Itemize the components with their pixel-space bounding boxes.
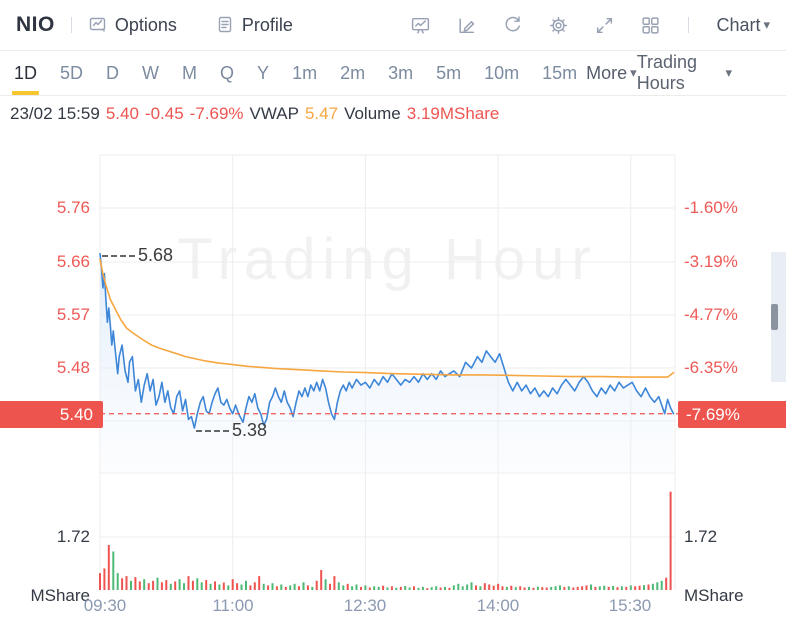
chart-monitor-icon[interactable] — [410, 15, 431, 36]
tab-15m[interactable]: 15m — [542, 62, 578, 83]
pct-tick: -1.60% — [684, 198, 738, 217]
volume-label: Volume — [344, 104, 401, 123]
annotation-dash — [102, 254, 135, 257]
price-tick: 5.76 — [56, 198, 90, 217]
tab-5d[interactable]: 5D — [60, 62, 84, 83]
pct-tick: -4.77% — [684, 305, 738, 324]
tab-y[interactable]: Y — [257, 62, 270, 83]
price-tick: 5.48 — [56, 358, 90, 377]
trading-hours-label: Trading Hours — [636, 52, 698, 93]
tab-3m[interactable]: 3m — [388, 62, 414, 83]
tab-m[interactable]: M — [182, 62, 198, 83]
tab-5m[interactable]: 5m — [436, 62, 462, 83]
low-annotation-value: 5.38 — [232, 420, 268, 440]
divider — [688, 17, 690, 33]
trading-hours-dropdown[interactable]: Trading Hours ▾ — [637, 52, 732, 94]
toolbar: Chart ▾ — [410, 15, 770, 36]
quote-datetime: 23/02 15:59 — [10, 104, 100, 123]
tab-10m[interactable]: 10m — [484, 62, 520, 83]
settings-gear-icon[interactable] — [548, 15, 569, 36]
header-bar: NIO Options Profile — [0, 0, 786, 51]
profile-label: Profile — [241, 14, 293, 35]
high-annotation-value: 5.68 — [138, 245, 174, 265]
price-tick: 5.57 — [56, 305, 90, 324]
time-tick: 12:30 — [343, 596, 387, 615]
pct-tick: -3.19% — [684, 252, 738, 271]
layout-grid-icon[interactable] — [640, 15, 661, 36]
watermark: Trading Hour — [177, 227, 598, 292]
fullscreen-icon[interactable] — [594, 15, 615, 36]
drag-handle-icon — [771, 304, 778, 330]
chart-type-dropdown[interactable]: Chart ▾ — [716, 15, 770, 36]
volume-value: 3.19MShare — [406, 104, 500, 123]
volume-unit-right: MShare — [684, 586, 744, 605]
quote-info-bar: 23/02 15:59 5.40 -0.45 -7.69% VWAP 5.47 … — [0, 96, 786, 132]
profile-nav[interactable]: Profile — [215, 15, 293, 36]
options-chart-icon — [88, 15, 108, 35]
refresh-icon[interactable] — [502, 15, 523, 36]
tab-1d[interactable]: 1D — [11, 51, 40, 95]
time-tick: 09:30 — [83, 596, 127, 615]
current-pct-badge: -7.69% — [678, 401, 786, 428]
panel-expand-handle[interactable] — [771, 252, 786, 382]
tab-q[interactable]: Q — [220, 62, 235, 83]
symbol-title: NIO — [16, 13, 55, 36]
profile-document-icon — [215, 15, 235, 35]
quote-price: 5.40 — [105, 104, 139, 123]
tab-d[interactable]: D — [106, 62, 120, 83]
high-annotation: 5.68 — [102, 245, 173, 266]
chevron-down-icon: ▾ — [725, 65, 732, 80]
more-label: More — [586, 62, 628, 83]
options-label: Options — [114, 14, 177, 35]
tab-w[interactable]: W — [142, 62, 160, 83]
time-tick: 14:00 — [476, 596, 520, 615]
tab-1m[interactable]: 1m — [292, 62, 318, 83]
volume-tick-left: 1.72 — [56, 527, 90, 546]
pct-tick: -6.35% — [684, 358, 738, 377]
options-nav[interactable]: Options — [88, 15, 177, 36]
volume-unit-left: MShare — [30, 586, 90, 605]
current-price-badge: 5.40 — [0, 401, 103, 428]
tab-2m[interactable]: 2m — [340, 62, 366, 83]
quote-change: -0.45 — [144, 104, 184, 123]
chevron-down-icon: ▾ — [763, 17, 770, 32]
divider — [70, 17, 72, 33]
draw-icon[interactable] — [456, 15, 477, 36]
more-timeframes-dropdown[interactable]: More ▾ — [586, 63, 637, 84]
annotation-dash — [196, 429, 229, 432]
timeframe-tabs: 1D 5D D W M Q Y 1m 2m 3m 5m 10m 15m More… — [0, 51, 786, 96]
time-tick: 11:00 — [212, 596, 254, 615]
volume-tick-right: 1.72 — [684, 527, 718, 546]
low-annotation: 5.38 — [196, 420, 267, 441]
time-tick: 15:30 — [608, 596, 652, 615]
quote-change-pct: -7.69% — [189, 104, 244, 123]
chart-dropdown-label: Chart — [716, 14, 761, 35]
vwap-label: VWAP — [249, 104, 299, 123]
chevron-down-icon: ▾ — [630, 65, 637, 80]
vwap-value: 5.47 — [304, 104, 339, 123]
price-tick: 5.66 — [56, 252, 90, 271]
